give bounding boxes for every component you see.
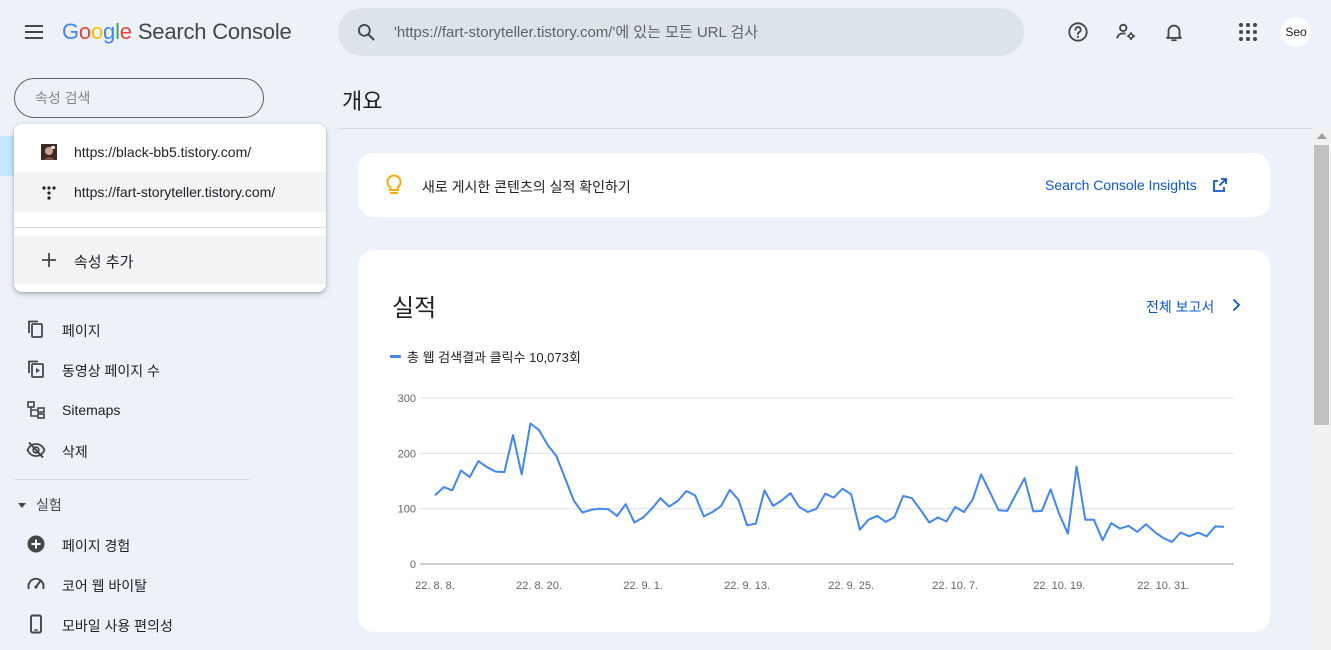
clicks-line-chart: 0 100 200 300 22. 8. 8. 22. 8. 20. 22. 9. 1. 22… [398,393,1234,592]
x-tick-label: 22. 10. 31. [1137,580,1189,592]
sidebar-item-core-web-vitals[interactable]: 코어 웹 바이탈 [0,564,260,604]
tistory-favicon-icon [42,186,56,200]
manage-users-icon [1116,23,1135,40]
add-property-label: 속성 추가 [74,254,134,271]
sidebar-item-video-pages[interactable]: 동영상 페이지 수 [0,349,260,389]
scroll-up-arrow-icon[interactable] [1317,133,1327,139]
property-option-fart-storyteller[interactable]: https://fart-storyteller.tistory.com/ [14,172,326,212]
x-tick-label: 22. 8. 20. [516,580,562,592]
scrollbar-thumb[interactable] [1314,145,1329,425]
product-name: Search Console [137,19,292,44]
removals-icon [26,441,46,459]
property-url: https://fart-storyteller.tistory.com/ [74,184,276,200]
sidebar-item-label: Sitemaps [62,402,121,418]
insights-text: 새로 게시한 콘텐츠의 실적 확인하기 [422,179,631,195]
sidebar-item-label: 페이지 [62,323,101,339]
title-divider [338,128,1331,129]
caret-down-icon [18,502,26,508]
notifications-button[interactable] [1158,16,1190,48]
sidebar-item-label: 동영상 페이지 수 [62,363,160,379]
site-favicon-icon [41,144,57,160]
lightbulb-icon [386,174,402,194]
main-menu-button[interactable] [16,14,52,50]
legend-swatch [390,355,401,358]
url-inspection-input[interactable] [394,8,994,56]
y-tick-label: 0 [410,559,416,571]
insights-card: 새로 게시한 콘텐츠의 실적 확인하기 Search Console Insig… [358,153,1270,217]
sidebar-item-label: 삭제 [62,444,88,460]
x-tick-label: 22. 10. 7. [932,580,978,592]
sidebar-item-label: 모바일 사용 편의성 [62,618,173,634]
sidebar-item-pages[interactable]: 페이지 [0,309,260,349]
performance-card: 실적 전체 보고서 총 웹 검색결과 클릭수 10,073회 0 100 200 30… [358,250,1270,632]
sidebar-item-removals[interactable]: 삭제 [0,430,260,470]
section-label: 실험 [36,497,62,513]
y-tick-label: 100 [398,504,416,516]
property-url: https://black-bb5.tistory.com/ [74,144,252,160]
y-tick-label: 200 [398,448,416,460]
y-tick-label: 300 [398,393,416,405]
sidebar-item-mobile-usability[interactable]: 모바일 사용 편의성 [0,604,260,644]
core-web-vitals-icon [27,577,45,590]
sidebar-item-label: 코어 웹 바이탈 [62,578,148,594]
x-tick-label: 22. 8. 8. [415,580,455,592]
chevron-right-icon[interactable] [1228,297,1244,313]
page-title: 개요 [342,89,383,114]
x-tick-label: 22. 9. 13. [724,580,770,592]
property-option-black-bb5[interactable]: https://black-bb5.tistory.com/ [14,132,326,172]
manage-users-button[interactable] [1110,16,1142,48]
section-experience-toggle[interactable]: 실험 [18,493,62,517]
sidebar: 페이지 동영상 페이지 수 Sitemaps 삭제 실험 페이지 경험 코어 웹… [0,64,330,650]
help-button[interactable] [1062,16,1094,48]
plus-icon [42,253,56,267]
search-console-insights-link[interactable]: Search Console Insights [1045,177,1197,193]
property-dropdown: https://black-bb5.tistory.com/ https://f… [14,124,326,292]
notifications-icon [1166,24,1182,42]
add-property-button[interactable]: 속성 추가 [14,236,326,284]
search-console-logo[interactable]: Google Search Console [62,19,292,44]
open-in-new-icon[interactable] [1212,177,1228,193]
sitemaps-icon [27,401,45,419]
mobile-usability-icon [30,614,42,634]
sidebar-divider [14,479,250,480]
help-icon [1068,22,1088,42]
performance-title: 실적 [392,295,437,322]
url-inspection-bar[interactable] [338,8,1024,56]
video-pages-icon [28,360,44,378]
legend-label: 총 웹 검색결과 클릭수 10,073회 [407,350,581,365]
sidebar-item-sitemaps[interactable]: Sitemaps [0,390,260,430]
account-avatar[interactable]: Seo [1281,17,1311,47]
sidebar-item-page-experience[interactable]: 페이지 경험 [0,524,260,564]
chart-legend[interactable]: 총 웹 검색결과 클릭수 10,073회 [390,347,581,366]
pages-icon [28,320,43,338]
hamburger-icon [25,31,43,33]
x-tick-label: 22. 9. 1. [623,580,663,592]
page-experience-icon [27,535,45,553]
sidebar-item-label: 페이지 경험 [62,538,131,554]
apps-icon [1239,23,1257,41]
search-icon [358,24,375,41]
full-report-link[interactable]: 전체 보고서 [1146,299,1215,315]
clicks-series-line[interactable] [434,422,1225,543]
x-tick-label: 22. 9. 25. [828,580,874,592]
property-search-input[interactable] [14,78,264,118]
google-apps-button[interactable] [1232,16,1264,48]
x-tick-label: 22. 10. 19. [1033,580,1085,592]
dropdown-divider [14,227,326,228]
